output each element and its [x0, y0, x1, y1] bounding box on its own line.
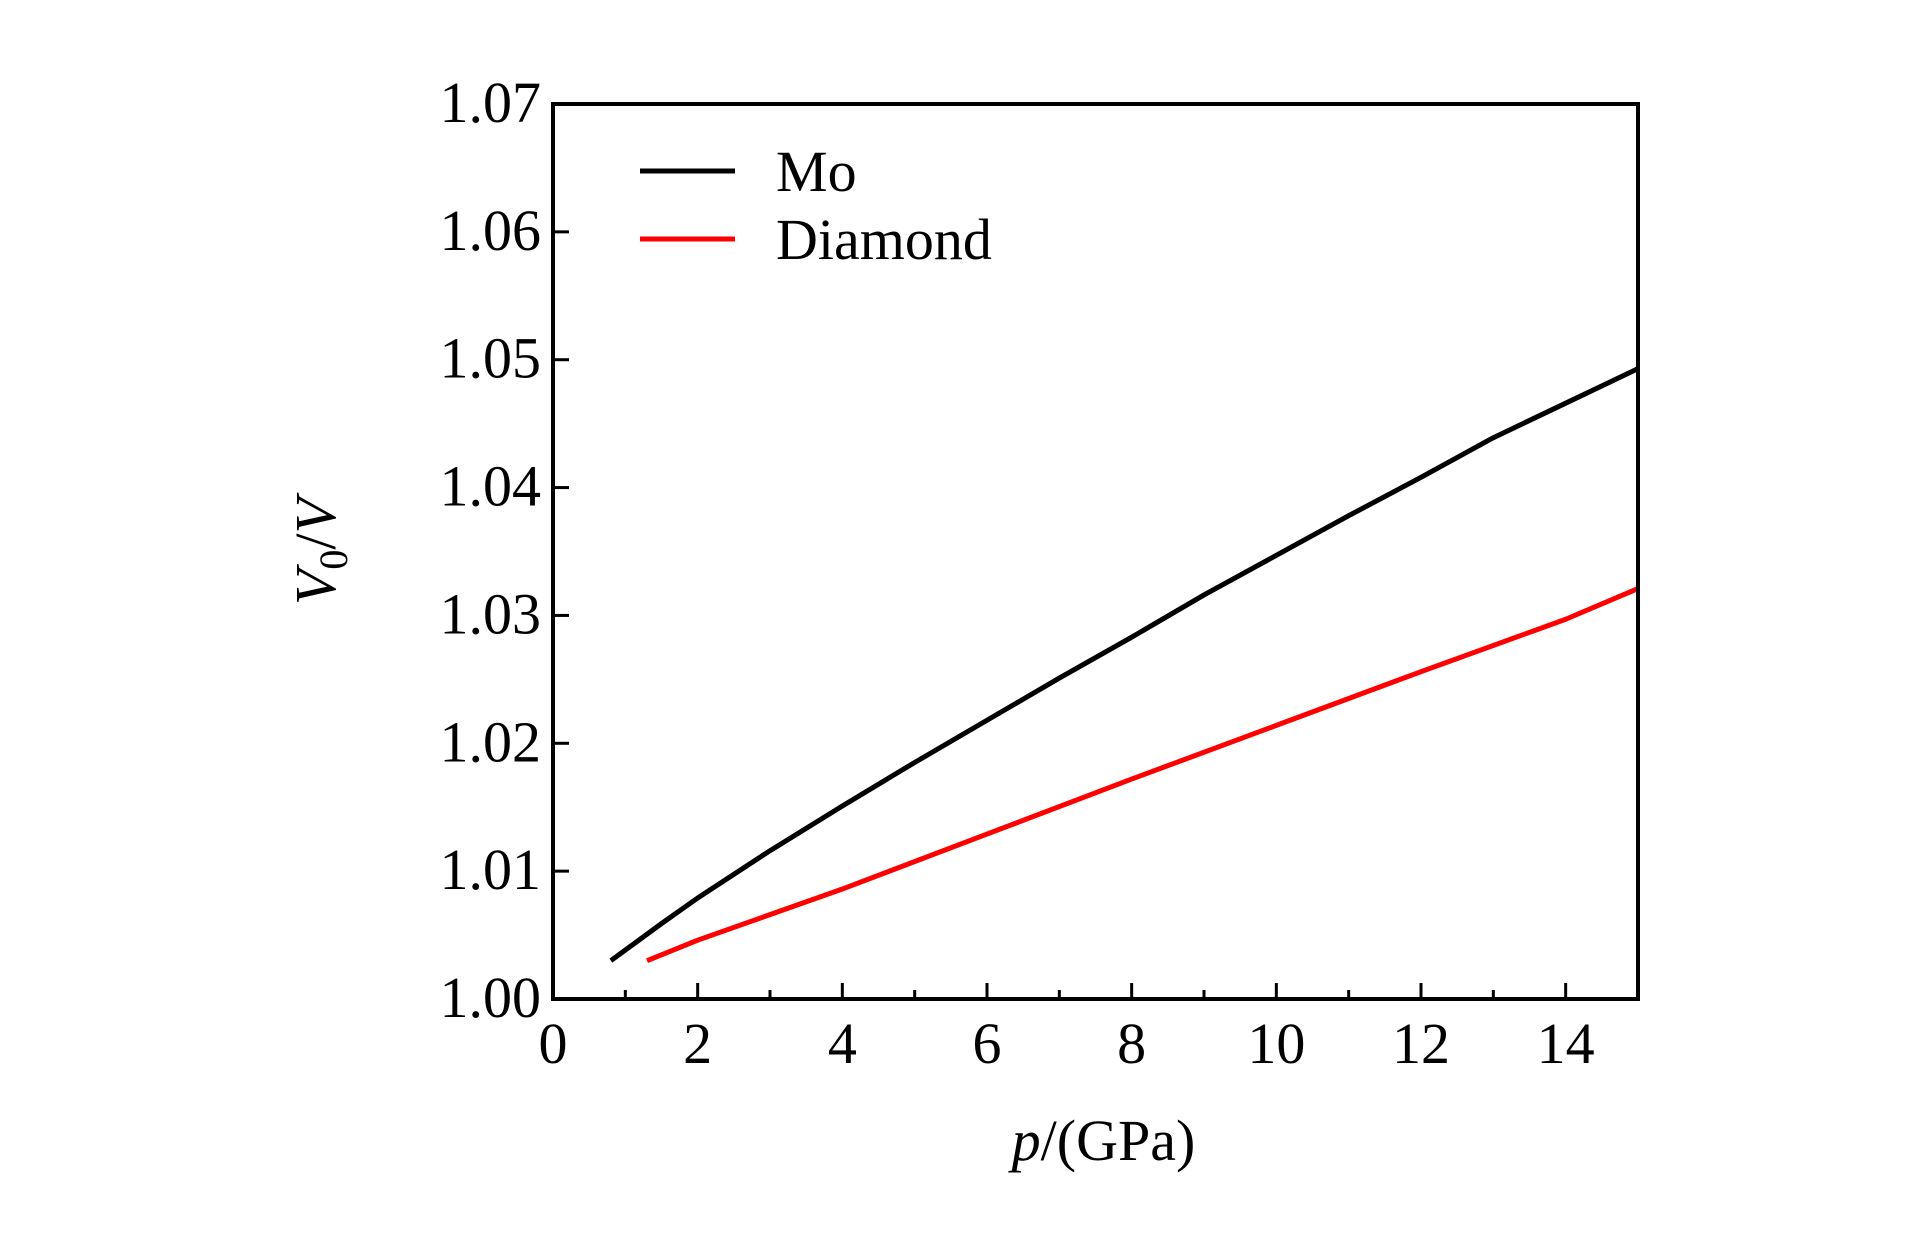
y-axis-title: V0/V: [283, 491, 356, 605]
y-tick-label: 1.02: [440, 709, 542, 774]
x-axis-variable: p: [1008, 1108, 1041, 1173]
axes: 0 2 4 6 8 10 12 14 1.00 1.01 1.02 1.03 1.04 1.05 1.06 1…: [283, 70, 1640, 1173]
x-tick-label: 10: [1247, 1011, 1305, 1076]
x-axis-title: p/(GPa): [1008, 1108, 1196, 1173]
x-tick-label: 8: [1117, 1011, 1146, 1076]
y-tick-label: 1.00: [440, 965, 542, 1030]
y-tick-label: 1.07: [440, 70, 542, 135]
plot-frame: [551, 102, 1640, 1001]
x-tick-label: 0: [539, 1011, 568, 1076]
x-tick-label: 4: [828, 1011, 857, 1076]
y-tick-label: 1.04: [440, 454, 542, 519]
series-line-mo: [609, 366, 1640, 963]
x-tick-label: 12: [1392, 1011, 1450, 1076]
x-axis-unit: /(GPa): [1041, 1108, 1196, 1173]
x-tick-label: 6: [973, 1011, 1002, 1076]
y-tick-label: 1.01: [440, 837, 542, 902]
x-tick-label: 14: [1537, 1011, 1595, 1076]
y-tick-label: 1.06: [440, 198, 542, 263]
y-axis-variable: V: [283, 563, 348, 605]
y-axis-slash: /: [283, 533, 348, 550]
plot-area: [609, 366, 1640, 963]
x-tick-label: 2: [683, 1011, 712, 1076]
series-line-diamond: [646, 586, 1639, 963]
legend-label-mo: Mo: [776, 139, 857, 204]
y-tick-label: 1.03: [440, 581, 542, 646]
y-axis-variable-2: V: [283, 491, 348, 533]
legend-label-diamond: Diamond: [776, 207, 992, 272]
y-axis-subscript: 0: [311, 550, 356, 570]
y-tick-label: 1.05: [440, 326, 542, 391]
